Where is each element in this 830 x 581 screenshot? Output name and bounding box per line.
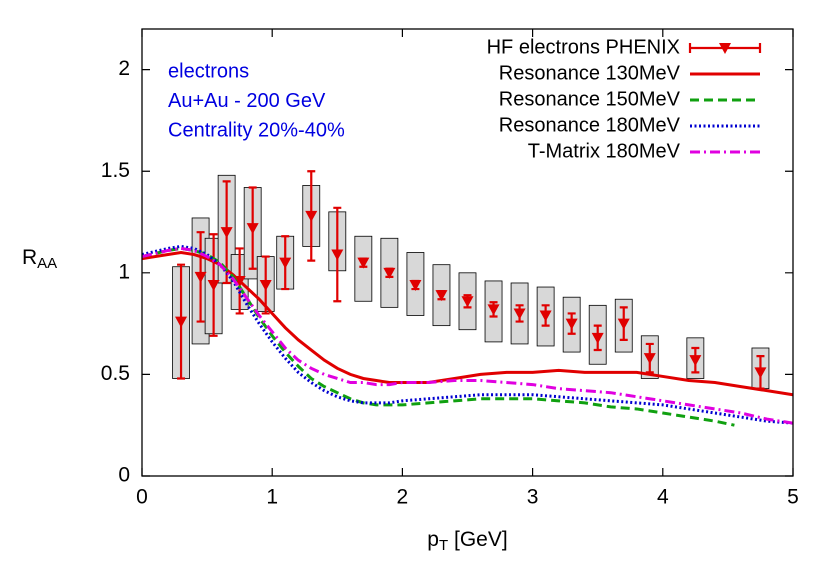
- marker: [246, 223, 259, 235]
- marker: [461, 296, 474, 308]
- marker: [259, 280, 272, 292]
- marker: [487, 304, 500, 316]
- plot-frame: [141, 28, 794, 477]
- annotation: Centrality 20%-40%: [168, 119, 345, 141]
- marker: [565, 318, 578, 330]
- legend-label: Resonance 180MeV: [499, 114, 681, 136]
- y-tick-label: 1: [118, 260, 130, 283]
- x-tick-label: 0: [136, 486, 148, 509]
- x-tick-label: 2: [397, 486, 409, 509]
- x-tick-label: 5: [787, 486, 799, 509]
- curve: [142, 246, 793, 425]
- marker: [305, 210, 318, 222]
- legend-label: Resonance 130MeV: [499, 62, 681, 84]
- marker: [513, 308, 526, 320]
- legend-label: T-Matrix 180MeV: [528, 140, 681, 162]
- x-tick-label: 4: [657, 486, 669, 509]
- sys-box: [354, 235, 373, 302]
- y-label-main: R: [22, 246, 37, 269]
- x-tick-label: 3: [527, 486, 539, 509]
- marker: [435, 290, 448, 302]
- marker: [279, 257, 292, 269]
- marker: [643, 353, 656, 365]
- x-label-main: p: [427, 528, 439, 551]
- y-label-sub: AA: [37, 255, 57, 272]
- y-tick-label: 2: [118, 57, 130, 80]
- marker: [591, 332, 604, 344]
- x-label-sub: T: [439, 537, 448, 554]
- legend-marker: [719, 43, 731, 54]
- x-label-rest: [GeV]: [448, 528, 508, 551]
- marker: [754, 367, 767, 379]
- y-axis-label: RAA: [22, 246, 57, 272]
- marker: [617, 318, 630, 330]
- annotation: electrons: [168, 60, 249, 82]
- annotation: Au+Au - 200 GeV: [168, 90, 326, 112]
- marker: [331, 249, 344, 261]
- marker: [689, 355, 702, 367]
- marker: [539, 310, 552, 322]
- legend-label: HF electrons PHENIX: [487, 36, 680, 58]
- legend-label: Resonance 150MeV: [499, 88, 681, 110]
- marker: [194, 271, 207, 283]
- x-axis-label: pT [GeV]: [427, 528, 507, 554]
- marker: [207, 280, 220, 292]
- marker: [409, 280, 422, 292]
- marker: [357, 257, 370, 269]
- curve: [142, 250, 793, 397]
- y-tick-label: 1.5: [101, 159, 130, 182]
- marker: [220, 227, 233, 239]
- x-tick-label: 1: [266, 486, 278, 509]
- y-tick-label: 0.5: [101, 362, 130, 385]
- marker: [175, 316, 188, 328]
- curve: [142, 244, 793, 425]
- marker: [383, 267, 396, 279]
- y-tick-label: 0: [118, 464, 130, 487]
